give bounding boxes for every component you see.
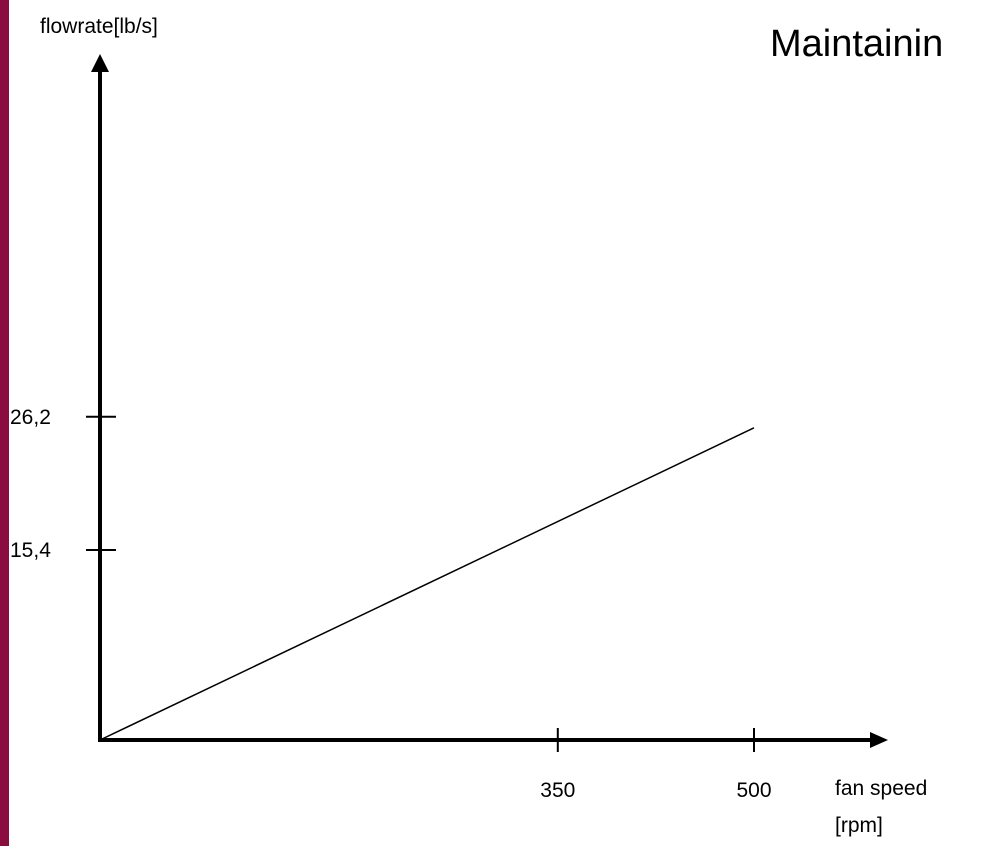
x-axis-label-line2: [rpm] <box>835 814 883 837</box>
chart-title: Maintainin <box>770 23 943 65</box>
left-accent-bar <box>0 0 9 846</box>
y-axis-label: flowrate[lb/s] <box>40 15 158 38</box>
series-line-0 <box>99 427 755 741</box>
x-axis-label-line1: fan speed <box>835 777 927 800</box>
y-axis-arrowhead <box>91 54 109 72</box>
x-axis-arrowhead <box>870 732 888 748</box>
x-tick-label-350: 350 <box>540 779 575 802</box>
y-tick-label-15,4: 15,4 <box>10 539 51 562</box>
y-tick-label-26,2: 26,2 <box>10 406 51 429</box>
x-tick-label-500: 500 <box>736 779 771 802</box>
